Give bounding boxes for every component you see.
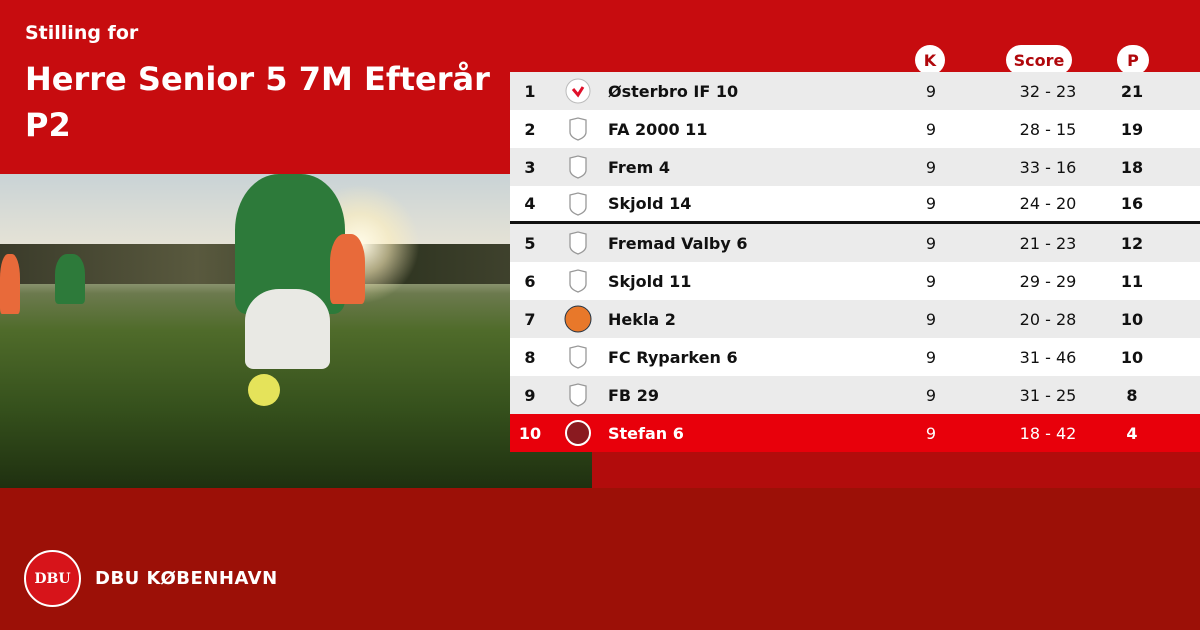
player: [55, 254, 85, 304]
score: 29 - 29: [1019, 271, 1077, 291]
column-header-score: Score: [1006, 45, 1072, 75]
position: 7: [524, 309, 536, 329]
position: 9: [524, 385, 536, 405]
team-crest-icon: [564, 115, 592, 143]
player: [0, 254, 20, 314]
matches-played: 9: [925, 194, 937, 213]
team-crest-icon: [564, 343, 592, 371]
position: 6: [524, 271, 536, 291]
table-row[interactable]: 6 Skjold 11 9 29 - 29 11: [510, 262, 1200, 300]
team-name[interactable]: FA 2000 11: [608, 119, 708, 139]
table-row[interactable]: 1 Østerbro IF 10 9 32 - 23 21: [510, 72, 1200, 110]
matches-played: 9: [925, 157, 937, 177]
points: 18: [1120, 157, 1144, 177]
team-crest-icon: [564, 153, 592, 181]
points: 4: [1126, 423, 1138, 443]
position: 10: [518, 423, 542, 443]
score: 32 - 23: [1019, 81, 1077, 101]
standings-table: 1 Østerbro IF 10 9 32 - 23 21 2 FA 2000 1…: [510, 72, 1200, 452]
points: 10: [1120, 309, 1144, 329]
team-crest-icon: [564, 419, 592, 447]
team-name[interactable]: FB 29: [608, 385, 659, 405]
points: 16: [1120, 194, 1144, 213]
score: 31 - 25: [1019, 385, 1077, 405]
table-row[interactable]: 4 Skjold 14 9 24 - 20 16: [510, 186, 1200, 224]
team-name[interactable]: Hekla 2: [608, 309, 676, 329]
matches-played: 9: [925, 309, 937, 329]
table-row[interactable]: 8 FC Ryparken 6 9 31 - 46 10: [510, 338, 1200, 376]
team-name[interactable]: Østerbro IF 10: [608, 81, 739, 101]
table-row[interactable]: 2 FA 2000 11 9 28 - 15 19: [510, 110, 1200, 148]
page-title: Herre Senior 5 7M Efterår P2: [25, 60, 490, 144]
football-photo: [0, 174, 592, 488]
score: 33 - 16: [1019, 157, 1077, 177]
team-name[interactable]: Fremad Valby 6: [608, 233, 748, 253]
team-name[interactable]: Skjold 14: [608, 194, 692, 213]
column-header-p: P: [1117, 45, 1149, 75]
table-row[interactable]: 3 Frem 4 9 33 - 16 18: [510, 148, 1200, 186]
points: 19: [1120, 119, 1144, 139]
position: 5: [524, 233, 536, 253]
table-row[interactable]: 10 Stefan 6 9 18 - 42 4: [510, 414, 1200, 452]
matches-played: 9: [925, 423, 937, 443]
team-name[interactable]: FC Ryparken 6: [608, 347, 738, 367]
matches-played: 9: [925, 347, 937, 367]
matches-played: 9: [925, 271, 937, 291]
position: 8: [524, 347, 536, 367]
column-header-k: K: [915, 45, 945, 75]
team-crest-icon: [564, 229, 592, 257]
points: 10: [1120, 347, 1144, 367]
points: 21: [1120, 81, 1144, 101]
score: 18 - 42: [1019, 423, 1077, 443]
brand-name: DBU KØBENHAVN: [95, 568, 278, 589]
player: [245, 289, 330, 369]
subtitle: Stilling for: [25, 22, 139, 44]
score: 31 - 46: [1019, 347, 1077, 367]
points: 11: [1120, 271, 1144, 291]
team-crest-icon: [564, 381, 592, 409]
dbu-logo: DBU: [24, 550, 81, 607]
points: 12: [1120, 233, 1144, 253]
score: 28 - 15: [1019, 119, 1077, 139]
team-crest-icon: [564, 305, 592, 333]
football: [248, 374, 280, 406]
position: 1: [524, 81, 536, 101]
position: 3: [524, 157, 536, 177]
position: 2: [524, 119, 536, 139]
team-crest-icon: [564, 77, 592, 105]
score: 24 - 20: [1019, 194, 1077, 213]
player: [330, 234, 365, 304]
team-crest-icon: [564, 267, 592, 295]
team-crest-icon: [564, 190, 592, 218]
matches-played: 9: [925, 119, 937, 139]
matches-played: 9: [925, 385, 937, 405]
position: 4: [524, 194, 536, 213]
team-name[interactable]: Skjold 11: [608, 271, 692, 291]
table-row[interactable]: 5 Fremad Valby 6 9 21 - 23 12: [510, 224, 1200, 262]
score: 20 - 28: [1019, 309, 1077, 329]
table-row[interactable]: 9 FB 29 9 31 - 25 8: [510, 376, 1200, 414]
team-name[interactable]: Frem 4: [608, 157, 671, 177]
matches-played: 9: [925, 81, 937, 101]
score: 21 - 23: [1019, 233, 1077, 253]
matches-played: 9: [925, 233, 937, 253]
table-row[interactable]: 7 Hekla 2 9 20 - 28 10: [510, 300, 1200, 338]
team-name[interactable]: Stefan 6: [608, 423, 684, 443]
points: 8: [1126, 385, 1138, 405]
